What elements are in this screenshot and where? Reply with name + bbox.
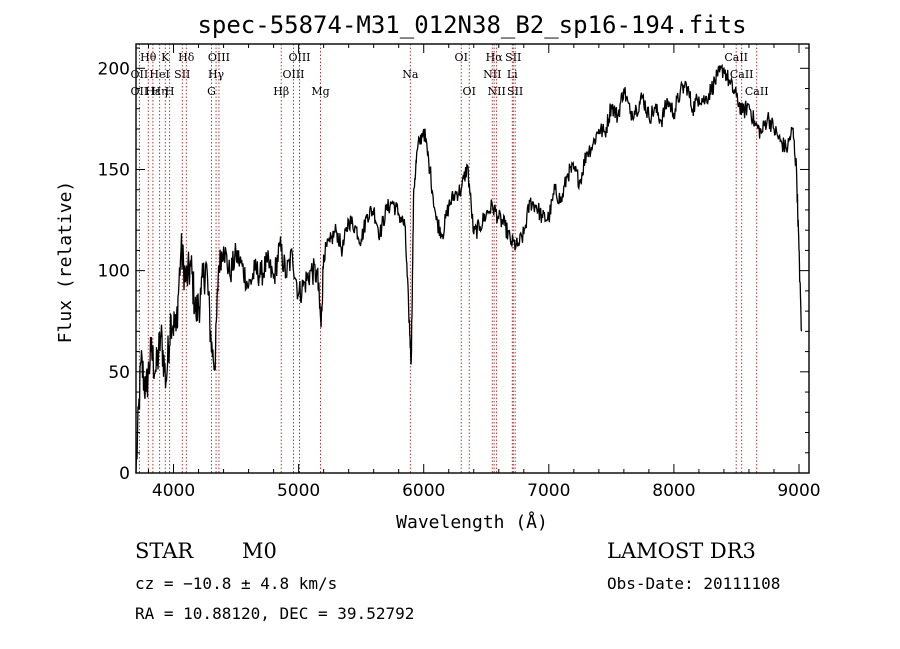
spectral-line-markers [138, 44, 758, 473]
y-tick-label: 50 [108, 363, 130, 383]
observation-date: Obs-Date: 20111108 [607, 574, 781, 593]
spectral-line-label: SII [505, 51, 521, 64]
spectral-line-label: Hγ [208, 68, 225, 81]
spectral-line-label: HeI [149, 68, 169, 81]
spectral-line-label: Hη [152, 85, 168, 98]
spectral-line-label: OI [455, 51, 468, 64]
spectral-line-label: NII [487, 85, 505, 98]
spectral-line-label: CaII [745, 85, 769, 98]
spectral-line-label: Hε [145, 85, 161, 98]
spectral-line-label: NII [483, 68, 501, 81]
spectral-line-label: K [161, 51, 170, 64]
subclass: M0 [242, 539, 277, 563]
survey-name: LAMOST DR3 [607, 539, 756, 563]
y-axis-ticks: 0 50 100 150 200 [98, 47, 809, 484]
spectral-line-label: Li [507, 68, 518, 81]
y-axis-label: Flux (relative) [55, 181, 76, 344]
plot-frame [135, 43, 810, 474]
spectral-line-label: Na [402, 68, 419, 81]
x-axis-label: Wavelength (Å) [396, 511, 548, 533]
y-tick-label: 200 [98, 59, 130, 79]
spectral-line-label: Hδ [178, 51, 195, 64]
coordinates: RA = 10.88120, DEC = 39.52792 [135, 604, 415, 623]
spectral-line-label: Hβ [273, 85, 289, 98]
x-tick-label: 8000 [652, 481, 695, 501]
x-tick-label: 7000 [527, 481, 570, 501]
spectral-line-label: SII [174, 68, 190, 81]
x-tick-label: 9000 [777, 481, 820, 501]
flux-series-line [135, 63, 803, 474]
spectral-line-label: OIII [288, 51, 310, 64]
spectral-line-label: H [165, 85, 175, 98]
spectral-line-label: OI [463, 85, 476, 98]
object-class: STAR [135, 539, 194, 563]
spectral-line-label: Hθ [140, 51, 157, 64]
spectral-line-label: CaII [730, 68, 754, 81]
x-tick-label: 4000 [152, 481, 195, 501]
spectral-line-label: OII [131, 85, 149, 98]
y-tick-label: 0 [119, 464, 130, 484]
spectral-line-label: Hα [486, 51, 504, 64]
redshift-velocity: cz = −10.8 ± 4.8 km/s [135, 574, 338, 593]
spectral-line-label: OII [131, 68, 149, 81]
y-tick-label: 150 [98, 160, 130, 180]
chart-title: spec-55874-M31_012N38_B2_sp16-194.fits [197, 11, 746, 39]
x-tick-label: 6000 [402, 481, 445, 501]
x-tick-label: 5000 [277, 481, 320, 501]
spectral-line-label: CaII [724, 51, 748, 64]
y-tick-label: 100 [98, 262, 130, 282]
spectral-line-label: SII [507, 85, 523, 98]
spectral-line-label: OIII [208, 51, 230, 64]
x-axis-ticks: 4000 5000 6000 7000 8000 9000 [148, 44, 821, 501]
spectral-line-label: OIII [282, 68, 304, 81]
spectral-line-label: G [207, 85, 216, 98]
spectral-line-label: Mg [311, 85, 329, 98]
